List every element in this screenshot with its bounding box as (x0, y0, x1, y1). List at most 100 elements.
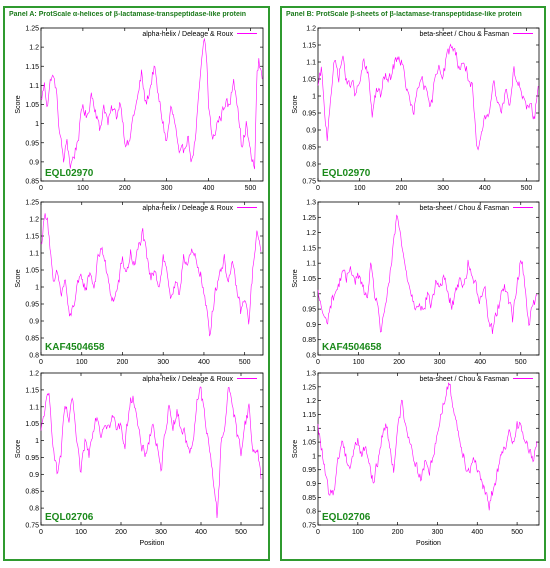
x-tick-label: 300 (432, 529, 444, 536)
y-tick-label: 0.8 (306, 162, 316, 169)
y-tick-label: 0.95 (25, 140, 39, 147)
y-tick-label: 1.2 (29, 45, 39, 52)
y-tick-label: 1.15 (25, 64, 39, 71)
y-tick-label: 0.9 (306, 128, 316, 135)
y-tick-label: 0.8 (306, 353, 316, 360)
x-tick-label: 100 (77, 185, 89, 192)
x-tick-label: 400 (479, 185, 491, 192)
x-tick-label: 500 (235, 529, 247, 536)
x-tick-label: 100 (352, 529, 364, 536)
y-tick-label: 1.05 (25, 268, 39, 275)
y-axis-label: Score (292, 95, 299, 113)
x-tick-label: 200 (115, 529, 127, 536)
y-tick-label: 0.9 (29, 159, 39, 166)
series-line (317, 43, 539, 151)
y-axis-label: Score (15, 269, 22, 287)
series-line (40, 38, 263, 170)
y-tick-label: 1.1 (29, 404, 39, 411)
y-tick-label: 1.2 (306, 26, 316, 33)
y-tick-label: 1.05 (302, 440, 316, 447)
protein-label: EQL02706 (45, 512, 94, 523)
y-tick-label: 0.85 (302, 495, 316, 502)
x-axis-label: Position (416, 540, 441, 547)
protein-label: EQL02706 (322, 512, 371, 523)
x-tick-label: 0 (39, 359, 43, 366)
y-tick-label: 1 (35, 285, 39, 292)
y-tick-label: 1.1 (29, 251, 39, 258)
y-tick-label: 1.05 (302, 276, 316, 283)
y-tick-label: 1.3 (306, 371, 316, 378)
x-tick-label: 200 (393, 359, 405, 366)
y-tick-label: 1.1 (306, 261, 316, 268)
chart-b-eql02970: 0.75 0.8 0.85 0.9 0.95 1 1.05 1.1 1.15 1.2 0 100 200… (292, 26, 540, 192)
y-tick-label: 1.25 (302, 215, 316, 222)
series-line (40, 213, 262, 337)
y-tick-label: 1 (312, 291, 316, 298)
legend-label: alpha-helix / Deleage & Roux (142, 376, 233, 383)
plot-frame (317, 201, 540, 356)
x-tick-label: 300 (437, 185, 449, 192)
y-tick-label: 0.95 (302, 467, 316, 474)
chart-a-eql02706: 0.75 0.8 0.85 0.9 0.95 1 1.05 1.1 1.15 1.2 0 100 200… (15, 371, 264, 547)
y-tick-label: 1 (35, 121, 39, 128)
x-tick-label: 200 (396, 185, 408, 192)
y-tick-label: 0.85 (25, 489, 39, 496)
x-tick-label: 0 (316, 529, 320, 536)
y-tick-label: 0.9 (306, 481, 316, 488)
x-tick-label: 0 (39, 529, 43, 536)
protein-label: KAF4504658 (322, 342, 382, 353)
y-tick-label: 1.05 (302, 77, 316, 84)
x-tick-label: 300 (155, 529, 167, 536)
x-tick-label: 300 (434, 359, 446, 366)
x-tick-label: 400 (203, 185, 215, 192)
panel-a-title: Panel A: ProtScale α-helices of β-lactam… (9, 11, 247, 18)
y-tick-label: 0.85 (302, 145, 316, 152)
y-tick-label: 0.95 (302, 307, 316, 314)
y-tick-label: 1 (35, 438, 39, 445)
x-tick-label: 400 (474, 359, 486, 366)
x-tick-label: 400 (195, 529, 207, 536)
y-tick-label: 0.8 (29, 506, 39, 513)
y-tick-label: 0.9 (306, 322, 316, 329)
x-tick-label: 200 (117, 359, 129, 366)
legend-label: alpha-helix / Deleage & Roux (142, 31, 233, 38)
x-tick-label: 200 (119, 185, 131, 192)
x-axis-label: Position (140, 540, 165, 547)
y-tick-label: 1.15 (25, 234, 39, 241)
chart-a-kaf4504658: 0.8 0.85 0.9 0.95 1 1.05 1.1 1.15 1.2 1.25 0 100 200… (15, 200, 264, 366)
y-tick-label: 1.05 (25, 102, 39, 109)
y-tick-label: 1.25 (25, 200, 39, 207)
panel-b-title: Panel B: ProtScale β-sheets of β-lactama… (286, 11, 522, 18)
y-axis-label: Score (292, 440, 299, 458)
x-tick-label: 300 (161, 185, 173, 192)
x-tick-label: 200 (392, 529, 404, 536)
x-tick-label: 0 (39, 185, 43, 192)
x-tick-label: 500 (515, 359, 527, 366)
y-tick-label: 1.2 (306, 230, 316, 237)
series-line (40, 386, 262, 519)
y-tick-label: 1.25 (302, 384, 316, 391)
y-tick-label: 1.15 (302, 245, 316, 252)
x-tick-label: 500 (245, 185, 257, 192)
x-tick-label: 100 (353, 359, 365, 366)
y-tick-label: 0.9 (29, 472, 39, 479)
y-tick-label: 1.15 (302, 412, 316, 419)
x-tick-label: 500 (521, 185, 533, 192)
protein-label: EQL02970 (45, 168, 94, 179)
y-tick-label: 0.75 (25, 523, 39, 530)
y-tick-label: 1.1 (306, 60, 316, 67)
y-tick-label: 0.85 (302, 337, 316, 344)
plot-frame (40, 372, 264, 526)
x-tick-label: 100 (75, 529, 87, 536)
legend-label: beta-sheet / Chou & Fasman (420, 31, 510, 38)
y-axis-label: Score (292, 269, 299, 287)
y-tick-label: 0.75 (302, 179, 316, 186)
x-tick-label: 0 (316, 185, 320, 192)
y-axis-label: Score (15, 95, 22, 113)
x-tick-label: 300 (157, 359, 169, 366)
protein-label: EQL02970 (322, 168, 371, 179)
series-line (317, 382, 538, 511)
y-tick-label: 0.85 (25, 179, 39, 186)
y-tick-label: 1.2 (29, 217, 39, 224)
y-tick-label: 0.9 (29, 319, 39, 326)
